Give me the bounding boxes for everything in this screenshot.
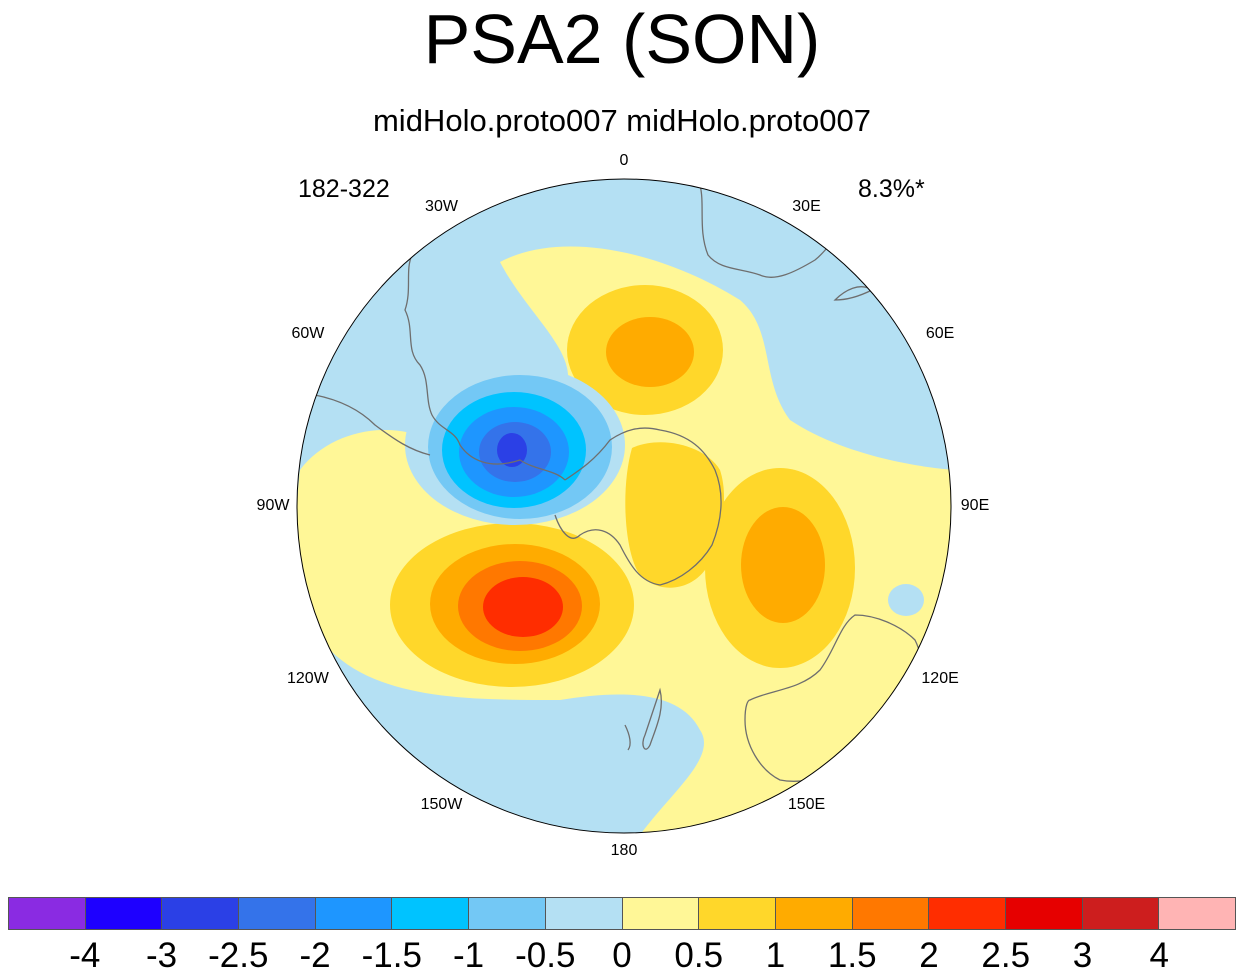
colorbar-label: -3 — [145, 936, 178, 975]
left-corner-label: 182-322 — [298, 175, 390, 203]
colorbar-box — [545, 898, 623, 929]
colorbar-label: 0.5 — [674, 936, 724, 975]
colorbar-label: -1 — [452, 936, 485, 975]
colorbar-box — [469, 898, 546, 929]
low-3 — [497, 433, 527, 467]
colorbar-label: 2.5 — [981, 936, 1031, 975]
colorbar-label: 2 — [919, 936, 939, 975]
small-negative-blob — [888, 584, 924, 616]
colorbar-box — [929, 898, 1006, 929]
colorbar-label: 1.5 — [827, 936, 877, 975]
upper-high-inner — [606, 317, 694, 387]
colorbar-box — [775, 898, 853, 929]
colorbar-label: 4 — [1149, 936, 1169, 975]
right-corner-label: 8.3%* — [858, 175, 925, 203]
lon-label: 30W — [425, 198, 458, 216]
map-boundary — [296, 178, 952, 834]
lon-label: 180 — [610, 842, 638, 859]
colorbar-label: -2.5 — [208, 936, 269, 975]
lon-label: 120W — [286, 669, 329, 687]
colorbar-box — [9, 898, 86, 929]
colorbar-box — [622, 898, 700, 929]
lon-label: 0 — [619, 152, 629, 169]
lon-label: 150E — [787, 795, 826, 813]
colorbar-box — [85, 898, 163, 929]
colorbar-label: -4 — [69, 936, 101, 975]
positive-weak-region — [297, 246, 951, 833]
colorbar-label: 0 — [612, 936, 632, 975]
colorbar-box — [1159, 898, 1235, 929]
colorbar-box — [392, 898, 470, 929]
lon-label: 90W — [256, 497, 290, 514]
colorbar-box — [1005, 898, 1083, 929]
lon-label: 150W — [420, 795, 463, 813]
colorbar-label: -2 — [299, 936, 331, 975]
colorbar-label: -0.5 — [515, 936, 576, 975]
colorbar-box — [239, 898, 316, 929]
colorbar-labels: -4 -3 -2.5 -2 -1.5 -1 -0.5 0 0.5 1 1.5 2 2.5 3 4 — [0, 937, 1244, 977]
plot-title: PSA2 (SON) — [423, 0, 821, 78]
colorbar-label: 1 — [765, 936, 786, 975]
colorbar-label: 3 — [1072, 936, 1093, 975]
colorbar-label: -1.5 — [361, 936, 422, 975]
plot-subtitle: midHolo.proto007 midHolo.proto007 — [372, 103, 871, 138]
contour-field — [297, 179, 951, 833]
colorbar-box — [162, 898, 240, 929]
lower-high-25 — [483, 577, 563, 637]
lon-label: 90E — [960, 497, 990, 514]
lon-label: 60W — [291, 324, 325, 342]
colorbar-box — [1082, 898, 1160, 929]
colorbar-box — [852, 898, 930, 929]
lon-label: 30E — [792, 198, 821, 216]
colorbar-box — [699, 898, 776, 929]
right-high-inner — [741, 507, 825, 623]
antarctic-high-region — [625, 442, 725, 588]
colorbar — [8, 897, 1236, 930]
colorbar-box — [315, 898, 393, 929]
lon-label: 120E — [921, 669, 959, 687]
lon-label: 60E — [925, 324, 955, 342]
